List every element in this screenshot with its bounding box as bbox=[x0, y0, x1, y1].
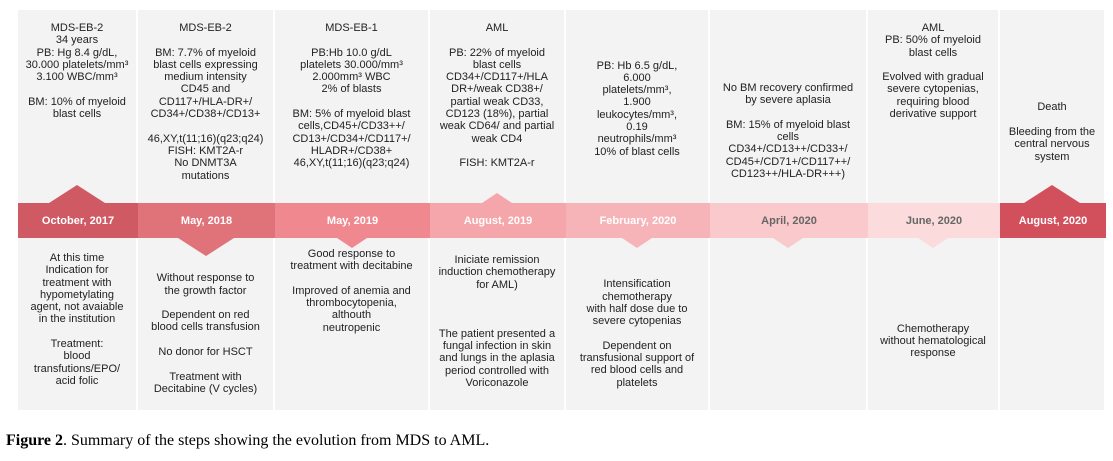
stage-bottom-panel: Without response to the growth factor De… bbox=[138, 238, 273, 410]
stage-date-band: May, 2019 bbox=[275, 203, 430, 238]
stage-bottom-panel: Good response to treatment with decitabi… bbox=[275, 238, 428, 410]
stage-date-band: October, 2017 bbox=[18, 203, 138, 238]
stage-bottom-text: Good response to treatment with decitabi… bbox=[290, 248, 413, 334]
stage-bottom-panel: Chemotherapy without hematological respo… bbox=[868, 238, 998, 410]
stage-top-text: MDS-EB-1 PB:Hb 10.0 g/dL platelets 30.00… bbox=[292, 22, 411, 170]
stage-date-band: June, 2020 bbox=[868, 203, 1000, 238]
timeline-diagram: MDS-EB-2 34 years PB: Hg 8.4 g/dL, 30.00… bbox=[18, 10, 1106, 410]
pointer-down-triangle bbox=[918, 238, 948, 248]
stage-bottom-panel: Intensification chemotherapy with half d… bbox=[566, 238, 708, 410]
stage-bottom-panel: At this time Indication for treatment wi… bbox=[18, 238, 136, 410]
pointer-up-triangle bbox=[482, 193, 512, 203]
stage-top-panel: PB: Hb 6.5 g/dL, 6.000 platelets/mm³, 1.… bbox=[566, 10, 708, 203]
stage-date-label: February, 2020 bbox=[599, 214, 677, 227]
stage-bottom-text: Intensification chemotherapy with half d… bbox=[579, 278, 695, 389]
stage-top-text: MDS-EB-2 BM: 7.7% of myeloid blast cells… bbox=[147, 22, 264, 182]
stage-top-panel: MDS-EB-2 BM: 7.7% of myeloid blast cells… bbox=[138, 10, 273, 203]
pointer-up-triangle bbox=[1024, 185, 1080, 203]
stage-top-panel: Death Bleeding from the central nervous … bbox=[1000, 10, 1104, 203]
stage-top-text: Death Bleeding from the central nervous … bbox=[1008, 101, 1096, 163]
stage-top-panel: MDS-EB-2 34 years PB: Hg 8.4 g/dL, 30.00… bbox=[18, 10, 136, 203]
stage-date-label: May, 2018 bbox=[180, 214, 233, 227]
stage-bottom-panel: Iniciate remission induction chemotherap… bbox=[430, 238, 564, 410]
stage-date-label: June, 2020 bbox=[905, 214, 963, 227]
stage-top-text: AML PB: 22% of myeloid blast cells CD34+… bbox=[439, 22, 555, 170]
stage-date-band: April, 2020 bbox=[710, 203, 868, 238]
stage-date-label: August, 2020 bbox=[1018, 214, 1088, 227]
pointer-down-triangle bbox=[337, 238, 367, 248]
stage-date-label: May, 2019 bbox=[326, 214, 379, 227]
stage-top-panel: AML PB: 50% of myeloid blast cells Evolv… bbox=[868, 10, 998, 203]
pointer-up-triangle bbox=[49, 185, 105, 203]
stage-date-label: August, 2019 bbox=[463, 214, 533, 227]
figure-caption: Figure 2. Summary of the steps showing t… bbox=[6, 432, 489, 450]
caption-label: Figure 2 bbox=[6, 432, 64, 449]
stage-top-text: No BM recovery confirmed by severe aplas… bbox=[722, 81, 854, 180]
stage-top-text: AML PB: 50% of myeloid blast cells Evolv… bbox=[882, 22, 984, 121]
stage-bottom-panel bbox=[710, 238, 866, 410]
stage-bottom-text: Without response to the growth factor De… bbox=[151, 272, 260, 395]
stage-top-panel: No BM recovery confirmed by severe aplas… bbox=[710, 10, 866, 203]
stage-top-panel: AML PB: 22% of myeloid blast cells CD34+… bbox=[430, 10, 564, 203]
stage-bottom-text: At this time Indication for treatment wi… bbox=[30, 252, 124, 387]
stage-date-label: April, 2020 bbox=[761, 214, 817, 227]
caption-text: . Summary of the steps showing the evolu… bbox=[63, 432, 490, 449]
stage-date-band: February, 2020 bbox=[566, 203, 710, 238]
stage-date-label: October, 2017 bbox=[41, 214, 115, 227]
stage-top-text: MDS-EB-2 34 years PB: Hg 8.4 g/dL, 30.00… bbox=[25, 22, 129, 121]
pointer-down-triangle bbox=[622, 238, 652, 248]
stage-bottom-text: Iniciate remission induction chemotherap… bbox=[438, 254, 556, 389]
stage-date-band: August, 2019 bbox=[430, 203, 566, 238]
stage-bottom-text: Chemotherapy without hematological respo… bbox=[880, 322, 986, 360]
pointer-down-triangle bbox=[178, 238, 234, 256]
pointer-down-triangle bbox=[773, 238, 803, 248]
stage-top-panel: MDS-EB-1 PB:Hb 10.0 g/dL platelets 30.00… bbox=[275, 10, 428, 203]
stage-date-band: May, 2018 bbox=[138, 203, 275, 238]
stage-top-text: PB: Hb 6.5 g/dL, 6.000 platelets/mm³, 1.… bbox=[594, 59, 680, 158]
stage-bottom-panel bbox=[1000, 238, 1104, 410]
stage-date-band: August, 2020 bbox=[1000, 203, 1106, 238]
